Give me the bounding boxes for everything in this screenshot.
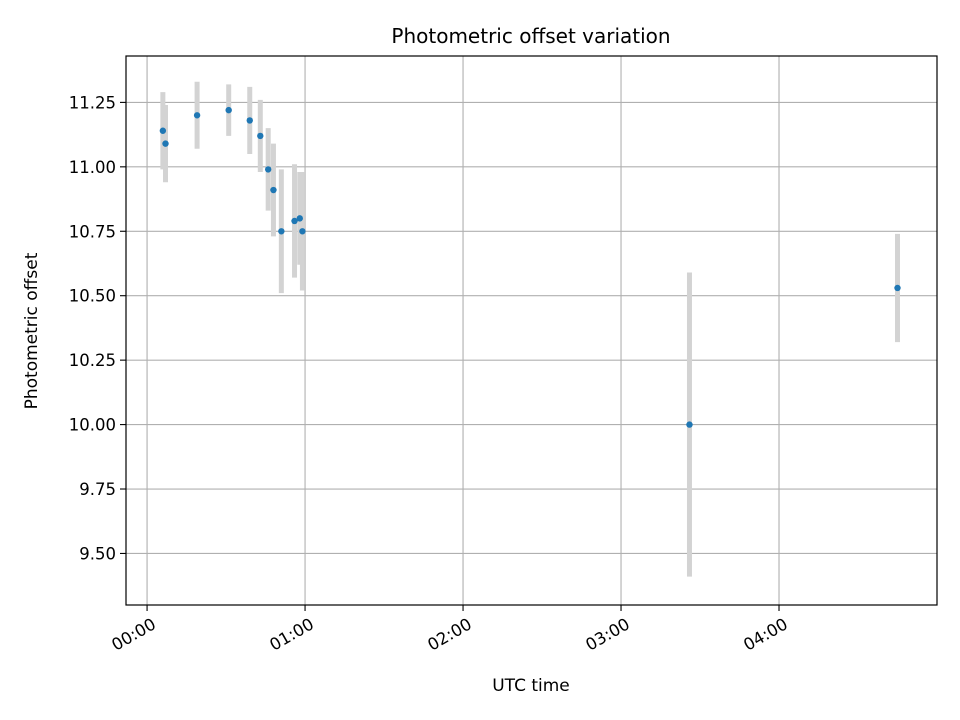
chart-title: Photometric offset variation: [391, 24, 670, 48]
y-tick-label: 10.25: [69, 351, 116, 370]
y-tick-label: 10.00: [69, 416, 116, 435]
data-point: [894, 284, 901, 292]
data-point: [225, 106, 232, 114]
data-point: [193, 112, 201, 119]
data-point: [159, 127, 167, 134]
y-tick-label: 11.00: [69, 158, 116, 177]
y-tick-label: 10.75: [69, 222, 116, 241]
data-point: [296, 215, 303, 222]
x-axis-label: UTC time: [492, 676, 570, 696]
y-axis-ticks: 9.50 9.75 10.00 10.25 10.50 10.75 11.00 11.25: [69, 93, 126, 563]
y-tick-label: 11.25: [69, 93, 116, 112]
point-layer: [159, 106, 901, 428]
data-point: [299, 228, 306, 235]
plot-frame: [125, 55, 938, 606]
data-point: [162, 140, 169, 147]
y-tick-label: 9.50: [79, 544, 116, 563]
data-point: [270, 186, 277, 194]
data-point: [291, 217, 298, 225]
grid-layer: [126, 56, 937, 605]
data-point: [686, 421, 693, 428]
data-point: [264, 166, 272, 173]
data-point: [278, 228, 285, 235]
y-tick-label: 9.75: [79, 480, 116, 499]
data-point: [257, 132, 264, 140]
y-axis-label: Photometric offset: [22, 252, 42, 409]
data-point: [246, 117, 253, 124]
y-tick-label: 10.50: [69, 287, 116, 306]
